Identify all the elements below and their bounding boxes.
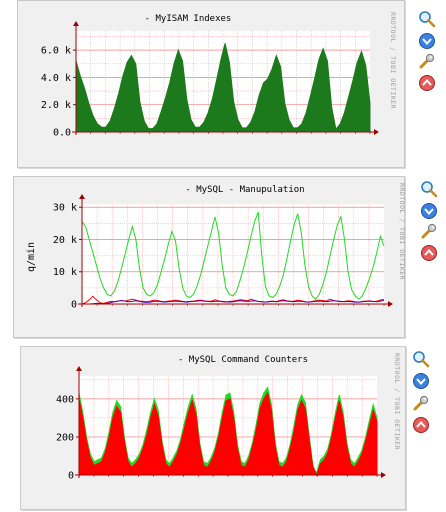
y-tick-label: 4.0 k [41,73,71,84]
move-up-icon[interactable] [418,74,436,92]
series-area-0 [75,43,371,133]
graph-title: - MySQL Command Counters [178,355,308,365]
y-tick-label: 2.0 k [41,100,71,111]
y-tick-label: 20 k [53,235,77,246]
y-tick-label: 6.0 k [41,46,71,57]
rrdtool-watermark: RRDTOOL / TOBI OETIKER [389,12,397,109]
settings-wrench-icon[interactable] [418,52,436,70]
graph-title: - MyISAM Indexes [145,14,232,24]
rrdtool-watermark: RRDTOOL / TOBI OETIKER [398,183,406,280]
zoom-icon[interactable] [418,10,436,28]
graph-panel-mysql-manupulation: - MySQL - Manupulation q/min 0 10 k 20 k 30… [13,176,406,338]
download-icon[interactable] [418,32,436,50]
y-tick-label: 0.0 [53,128,71,139]
zoom-icon[interactable] [420,180,438,198]
series-line-2 [82,299,385,305]
y-tick-label: 400 [56,394,74,405]
x-axis-arrow [381,472,386,478]
y-tick-label: 10 k [53,267,77,278]
download-icon[interactable] [420,202,438,220]
graph-myisam-indexes: - MyISAM Indexes 0.0 2.0 k 4.0 k 6.0 k RRDT… [41,12,397,139]
y-axis-arrow [73,21,79,26]
rrdtool-watermark: RRDTOOL / TOBI OETIKER [393,353,401,450]
y-tick-label: 0 [71,300,77,311]
y-axis-arrow [79,194,85,199]
graph-mysql-command-counters: - MySQL Command Counters 0 200 400 RRDTOOL… [56,353,401,482]
download-icon[interactable] [412,372,430,390]
settings-wrench-icon[interactable] [412,394,430,412]
y-tick-label: 30 k [53,203,77,214]
zoom-icon[interactable] [412,350,430,368]
graph-title: - MySQL - Manupulation [185,185,304,195]
graph-panel-myisam-indexes: - MyISAM Indexes 0.0 2.0 k 4.0 k 6.0 k RRDT… [17,0,405,168]
y-tick-label: 0 [68,471,74,482]
series-line-0 [81,211,385,300]
x-axis-arrow [388,301,393,307]
graph-mysql-manupulation: - MySQL - Manupulation q/min 0 10 k 20 k 30… [26,183,406,311]
move-up-icon[interactable] [412,416,430,434]
y-tick-label: 200 [56,432,74,443]
graph-panel-mysql-command-counters: - MySQL Command Counters 0 200 400 RRDTOOL… [20,346,406,510]
settings-wrench-icon[interactable] [420,222,438,240]
x-axis-arrow [374,129,379,135]
move-up-icon[interactable] [420,244,438,262]
y-axis-label: q/min [26,242,37,272]
y-axis-arrow [76,366,82,371]
series-area-1 [78,391,378,477]
